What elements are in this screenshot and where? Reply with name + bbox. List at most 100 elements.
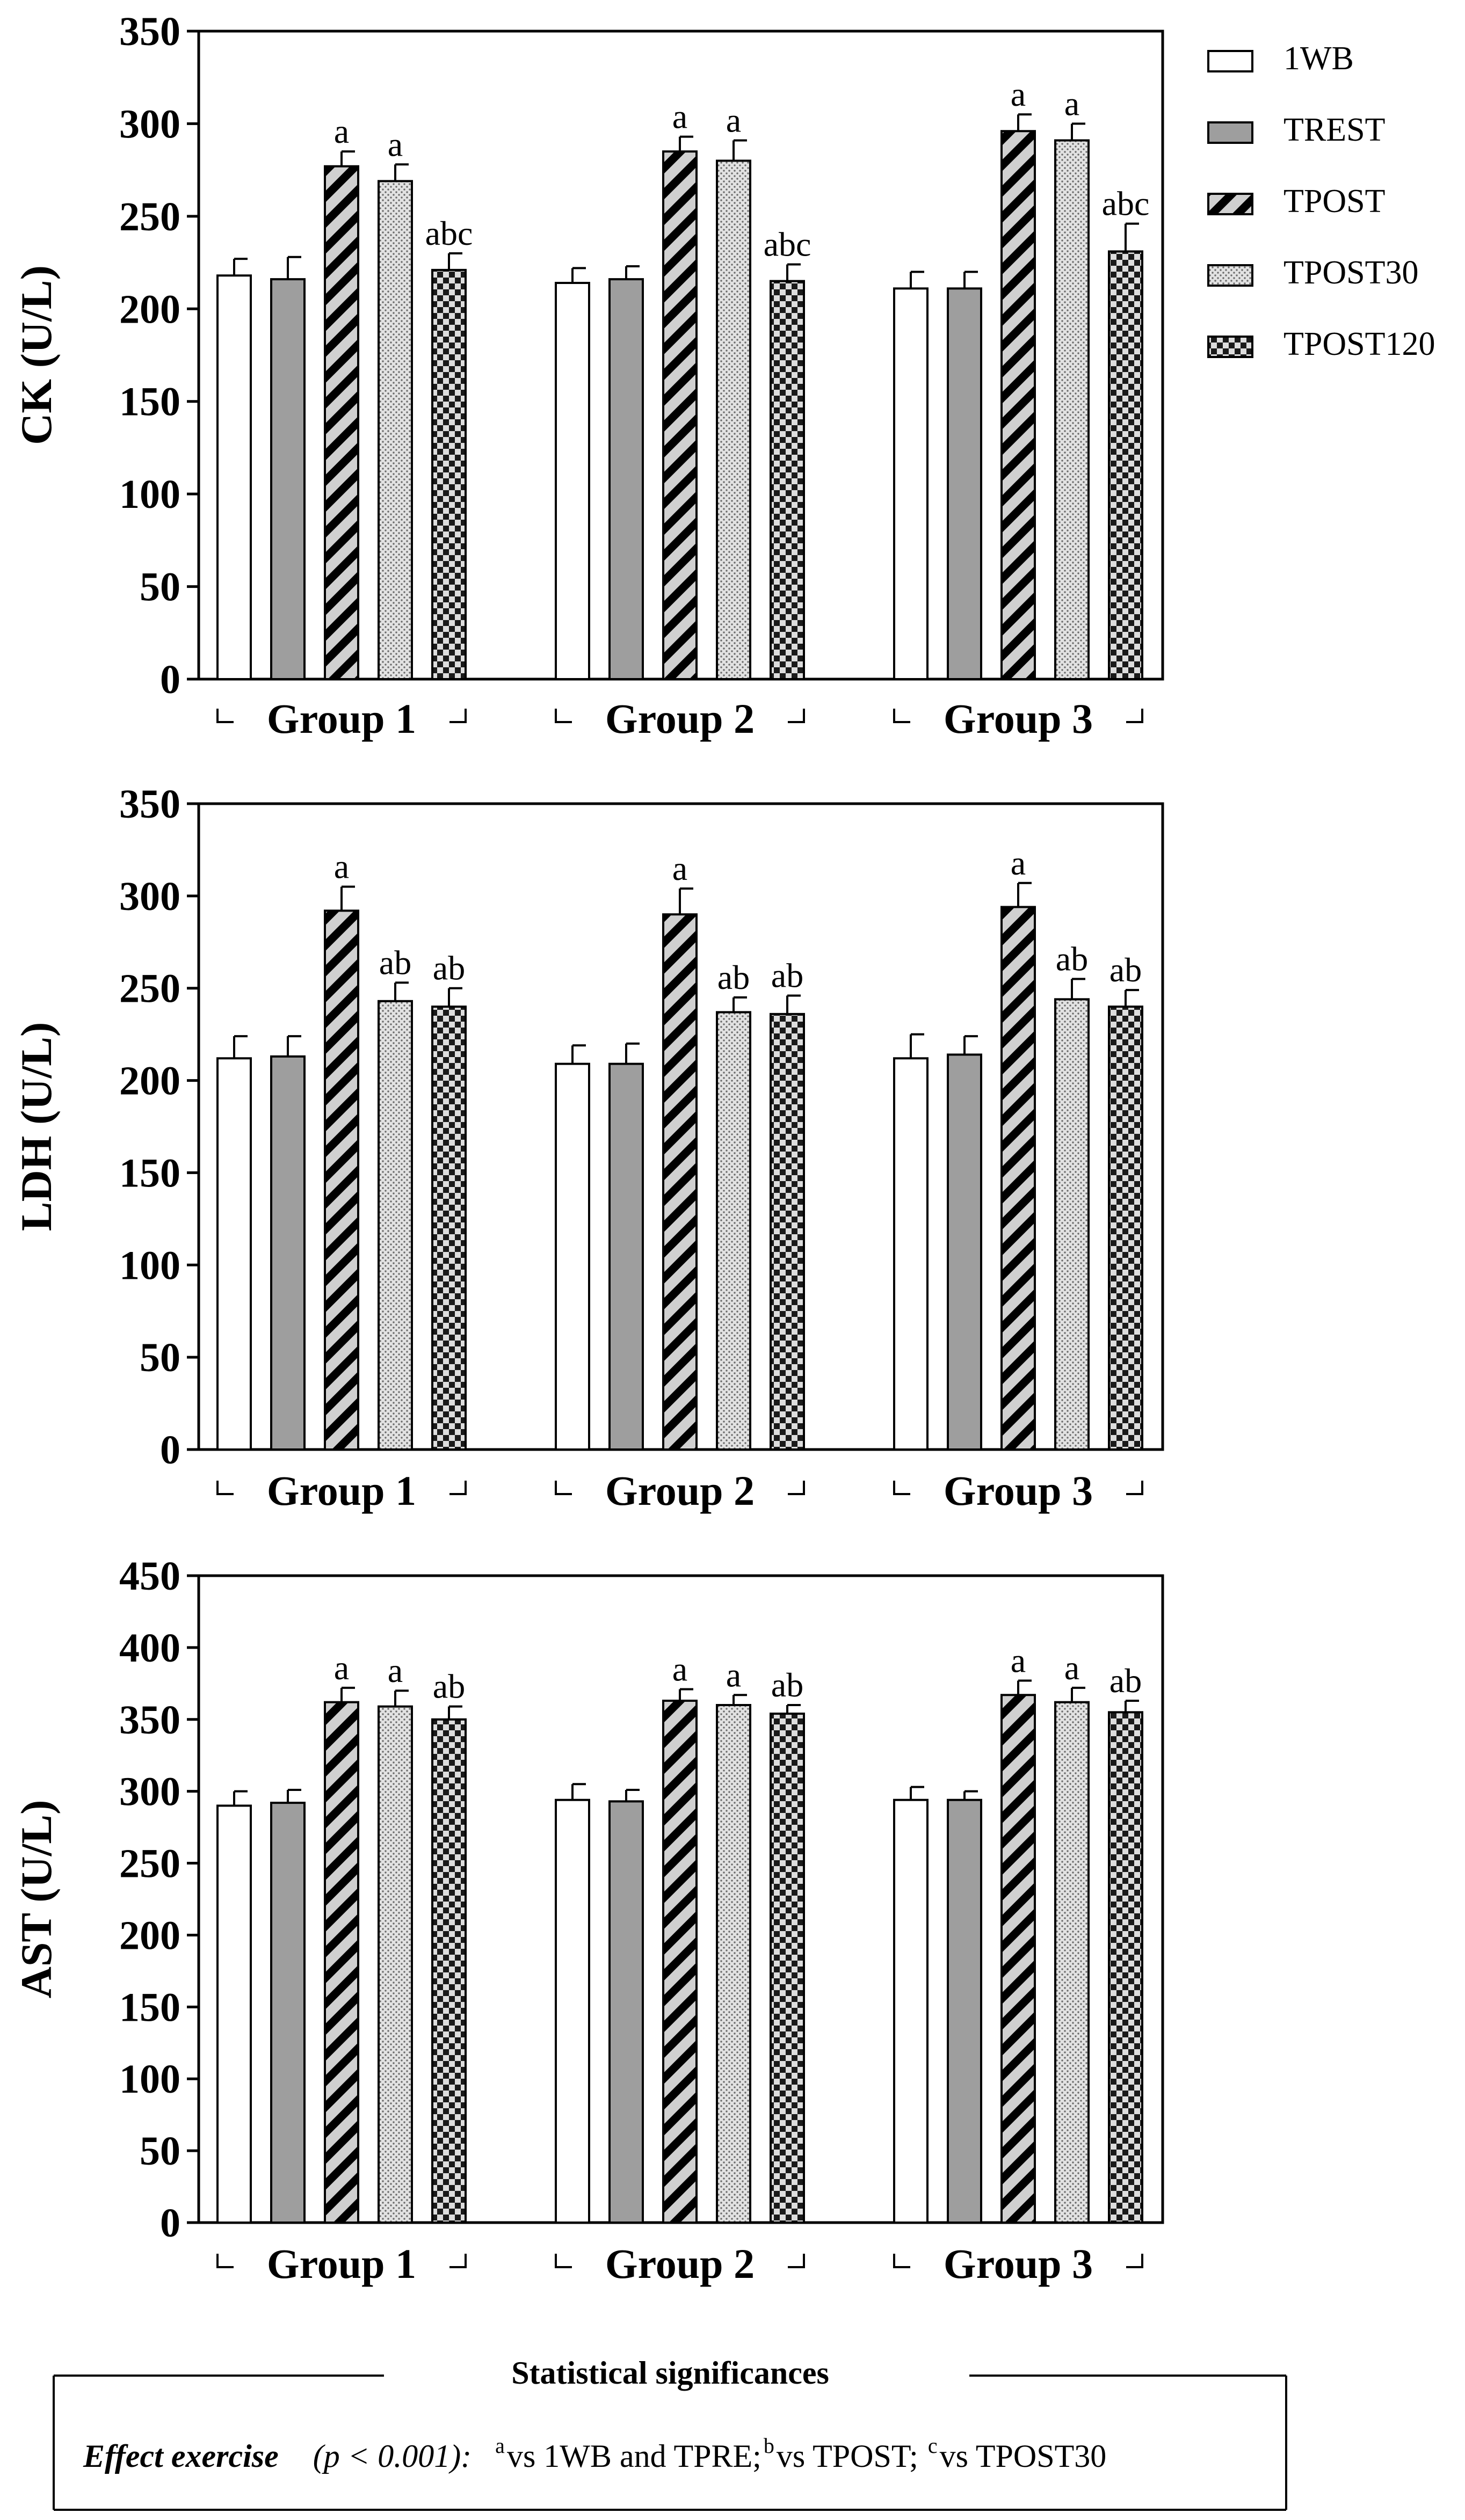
- group-bracket-right: [788, 1481, 805, 1495]
- legend-label-1wb: 1WB: [1283, 40, 1354, 77]
- group-label: Group 2: [605, 2240, 755, 2287]
- legend: 1WB TREST TPOST TPOST30 TPOST120: [1207, 40, 1435, 362]
- y-tick-label: 350: [119, 9, 180, 54]
- bar-tpost-group-1: [324, 165, 359, 680]
- legend-swatch-1wb: [1207, 50, 1253, 72]
- bar-trest-group-3: [947, 1798, 982, 2224]
- group-bracket-left: [893, 1481, 910, 1495]
- bar-tpost120-group-1: [431, 1718, 467, 2224]
- significance-label: ab: [379, 943, 411, 981]
- y-tick-label: 0: [160, 2201, 180, 2246]
- group-bracket-left: [893, 2254, 910, 2268]
- y-tick-label: 300: [119, 101, 180, 147]
- footnote-p-value: (p < 0.001):: [313, 2438, 472, 2474]
- group-label: Group 2: [605, 695, 755, 742]
- significance-label: a: [726, 1656, 741, 1694]
- y-tick-label: 50: [140, 1335, 180, 1380]
- bar-1wb-group-1: [216, 1057, 252, 1451]
- group-label: Group 2: [605, 1467, 755, 1514]
- footnote-line: Effect exercise (p < 0.001): a vs 1WB an…: [83, 2434, 1106, 2474]
- y-tick-label: 100: [119, 2057, 180, 2102]
- y-axis-label: AST (U/L): [12, 1800, 61, 1999]
- group-bracket-right: [788, 709, 805, 723]
- bar-1wb-group-3: [893, 287, 929, 680]
- bar-trest-group-1: [270, 1055, 306, 1451]
- significance-label: abc: [425, 214, 473, 252]
- bar-tpost30-group-3: [1054, 998, 1090, 1451]
- significance-label: a: [334, 1649, 349, 1687]
- bar-tpost-group-3: [1000, 1694, 1036, 2224]
- group-bracket-right: [788, 2254, 805, 2268]
- bar-1wb-group-2: [555, 282, 590, 680]
- legend-label-trest: TREST: [1283, 112, 1385, 148]
- group-bracket-left: [216, 2254, 234, 2268]
- y-axis-label: CK (U/L): [12, 265, 61, 445]
- group-bracket-right: [449, 1481, 467, 1495]
- significance-label: a: [1011, 844, 1026, 882]
- significance-label: ab: [433, 1667, 465, 1706]
- y-tick-label: 100: [119, 472, 180, 517]
- group-label: Group 3: [944, 2240, 1093, 2287]
- significance-label: ab: [433, 949, 465, 987]
- bar-tpost-group-3: [1000, 906, 1036, 1451]
- bar-tpost30-group-3: [1054, 139, 1090, 681]
- y-tick-label: 200: [119, 287, 180, 332]
- y-tick-label: 300: [119, 874, 180, 919]
- bar-trest-group-1: [270, 278, 306, 680]
- significance-label: ab: [1056, 940, 1088, 978]
- bar-1wb-group-2: [555, 1062, 590, 1451]
- bar-tpost120-group-1: [431, 1006, 467, 1451]
- bar-1wb-group-3: [893, 1798, 929, 2224]
- bar-tpost120-group-3: [1108, 250, 1143, 680]
- group-label: Group 1: [267, 1467, 416, 1514]
- group-label: Group 3: [944, 1467, 1093, 1514]
- group-label: Group 3: [944, 695, 1093, 742]
- footnote-text-c: vs TPOST30: [940, 2438, 1107, 2474]
- bar-tpost30-group-1: [378, 1705, 413, 2224]
- significance-label: abc: [764, 225, 811, 264]
- y-tick-label: 0: [160, 657, 180, 702]
- y-tick-label: 300: [119, 1769, 180, 1815]
- y-tick-label: 200: [119, 1059, 180, 1104]
- significance-label: a: [1011, 75, 1026, 113]
- footnote-title: Statistical significances: [511, 2355, 829, 2391]
- y-tick-label: 400: [119, 1626, 180, 1671]
- legend-swatch-tpost30: [1207, 264, 1253, 287]
- bar-tpost-group-2: [662, 913, 698, 1451]
- bar-1wb-group-1: [216, 274, 252, 680]
- group-bracket-right: [1126, 709, 1143, 723]
- significance-label: ab: [771, 1666, 803, 1704]
- y-tick-label: 250: [119, 966, 180, 1011]
- y-tick-label: 350: [119, 1698, 180, 1743]
- significance-label: a: [334, 848, 349, 886]
- significance-label: a: [1064, 84, 1079, 122]
- bar-tpost30-group-2: [716, 1704, 751, 2224]
- significance-label: a: [1064, 1649, 1079, 1687]
- legend-swatch-trest: [1207, 121, 1253, 144]
- legend-label-tpost: TPOST: [1283, 183, 1385, 220]
- group-bracket-right: [1126, 2254, 1143, 2268]
- y-tick-label: 0: [160, 1427, 180, 1473]
- footnote-text-a: vs 1WB and TPRE;: [507, 2438, 761, 2474]
- group-bracket-right: [449, 709, 467, 723]
- y-tick-label: 450: [119, 1554, 180, 1599]
- bar-tpost30-group-2: [716, 159, 751, 680]
- bar-tpost-group-2: [662, 150, 698, 680]
- bar-tpost120-group-2: [770, 280, 805, 680]
- footnote-effect-label: Effect exercise: [83, 2438, 279, 2474]
- significance-label: a: [1011, 1641, 1026, 1679]
- bar-tpost30-group-1: [378, 180, 413, 680]
- footnote-box: Statistical significances Effect exercis…: [53, 2355, 1287, 2511]
- bar-tpost-group-3: [1000, 130, 1036, 681]
- legend-swatch-tpost: [1207, 193, 1253, 215]
- y-tick-label: 250: [119, 1841, 180, 1887]
- significance-label: a: [672, 98, 687, 136]
- bar-tpost120-group-3: [1108, 1006, 1143, 1451]
- y-tick-label: 350: [119, 782, 180, 827]
- bar-tpost120-group-2: [770, 1013, 805, 1451]
- group-bracket-left: [893, 709, 910, 723]
- bar-1wb-group-2: [555, 1798, 590, 2224]
- footnote-sup-b: b: [764, 2434, 774, 2458]
- legend-label-tpost120: TPOST120: [1283, 326, 1435, 362]
